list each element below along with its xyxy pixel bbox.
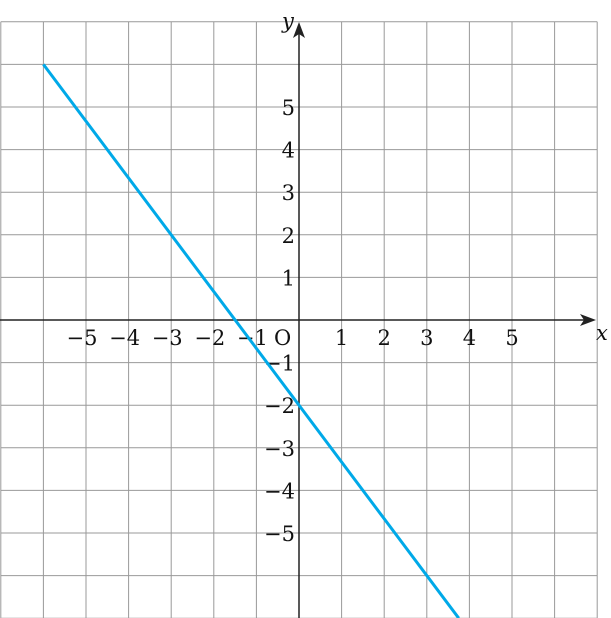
axes — [0, 22, 596, 618]
x-axis-label: x — [596, 321, 608, 345]
x-tick-label: 1 — [335, 326, 348, 350]
x-tick-label: −4 — [109, 326, 140, 350]
y-tick-label: −2 — [264, 394, 295, 418]
y-tick-label: 1 — [282, 266, 295, 290]
series-line — [42, 63, 460, 618]
x-tick-label: −5 — [67, 326, 98, 350]
y-axis-label: y — [281, 9, 295, 33]
y-tick-label: 5 — [282, 96, 295, 120]
series — [42, 63, 460, 618]
x-tick-label: 4 — [463, 326, 476, 350]
x-tick-label: −2 — [194, 326, 225, 350]
x-tick-label: 3 — [420, 326, 433, 350]
origin-label: O — [274, 326, 291, 350]
x-axis-arrow-icon — [580, 314, 596, 326]
y-tick-label: 2 — [282, 224, 295, 248]
y-tick-label: −3 — [264, 437, 295, 461]
y-tick-label: −4 — [264, 479, 295, 503]
y-axis-arrow-icon — [293, 22, 305, 38]
y-tick-label: 4 — [282, 139, 295, 163]
x-tick-label: 5 — [505, 326, 518, 350]
x-tick-label: 2 — [378, 326, 391, 350]
y-tick-label: −5 — [264, 522, 295, 546]
x-tick-label: −3 — [152, 326, 183, 350]
y-tick-label: 3 — [282, 181, 295, 205]
